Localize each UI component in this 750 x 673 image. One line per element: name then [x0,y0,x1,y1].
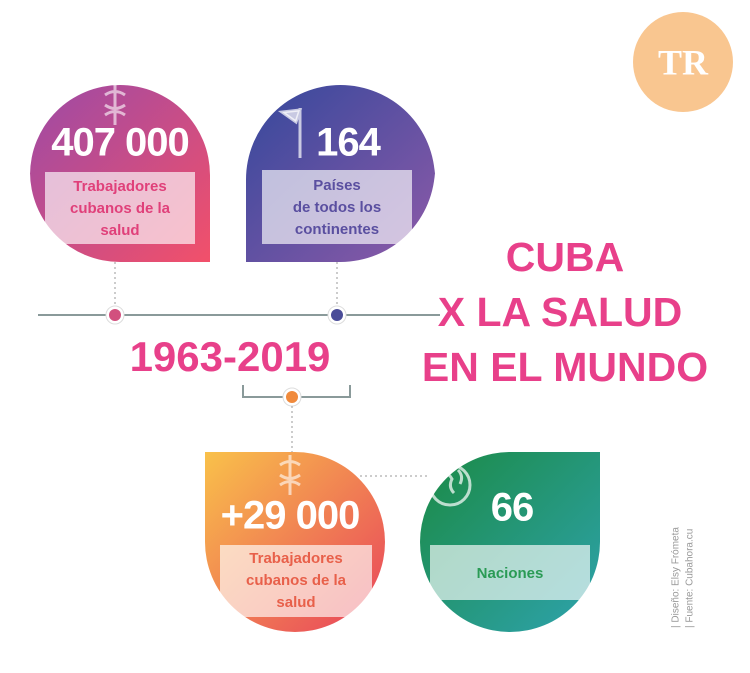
flag-icon [277,108,303,158]
card-label: de todos los [293,199,381,216]
card-label: cubanos de la [246,572,347,589]
card-label: cubanos de la [70,200,171,217]
card-value: 66 [491,486,534,530]
logo-badge [633,12,733,112]
card-value: 407 000 [51,121,189,165]
label-box [430,545,590,600]
title-line: EN EL MUNDO [422,344,708,390]
period: 1963-2019 [130,333,331,380]
label-box [45,172,195,244]
label-box [220,545,372,617]
dot [109,309,121,321]
credit: | Fuente: Cubahora.cu [685,529,696,628]
dot [331,309,343,321]
caduceus-icon [104,85,126,125]
card-label: salud [276,594,315,611]
logo: TR [658,42,709,82]
title-line: CUBA [506,234,624,280]
label-box [262,170,412,244]
card-label: continentes [295,221,379,238]
card-value: +29 000 [221,494,360,538]
card-label: salud [100,222,139,239]
dot [286,391,298,403]
card-label: Naciones [477,565,544,582]
card [420,452,600,632]
caduceus-icon [279,455,301,495]
cards: 407 000 Trabajadores cubanos de la salud 164… [30,85,600,632]
card-label: Trabajadores [73,178,166,195]
card-value: 164 [316,121,381,165]
globe-icon [439,468,464,495]
card-label: Trabajadores [249,550,342,567]
globe-icon [428,463,472,507]
card-label: Países [313,177,361,194]
title-line: X LA SALUD [438,289,682,335]
credit: | Diseño: Elsy Frómeta [671,527,682,628]
